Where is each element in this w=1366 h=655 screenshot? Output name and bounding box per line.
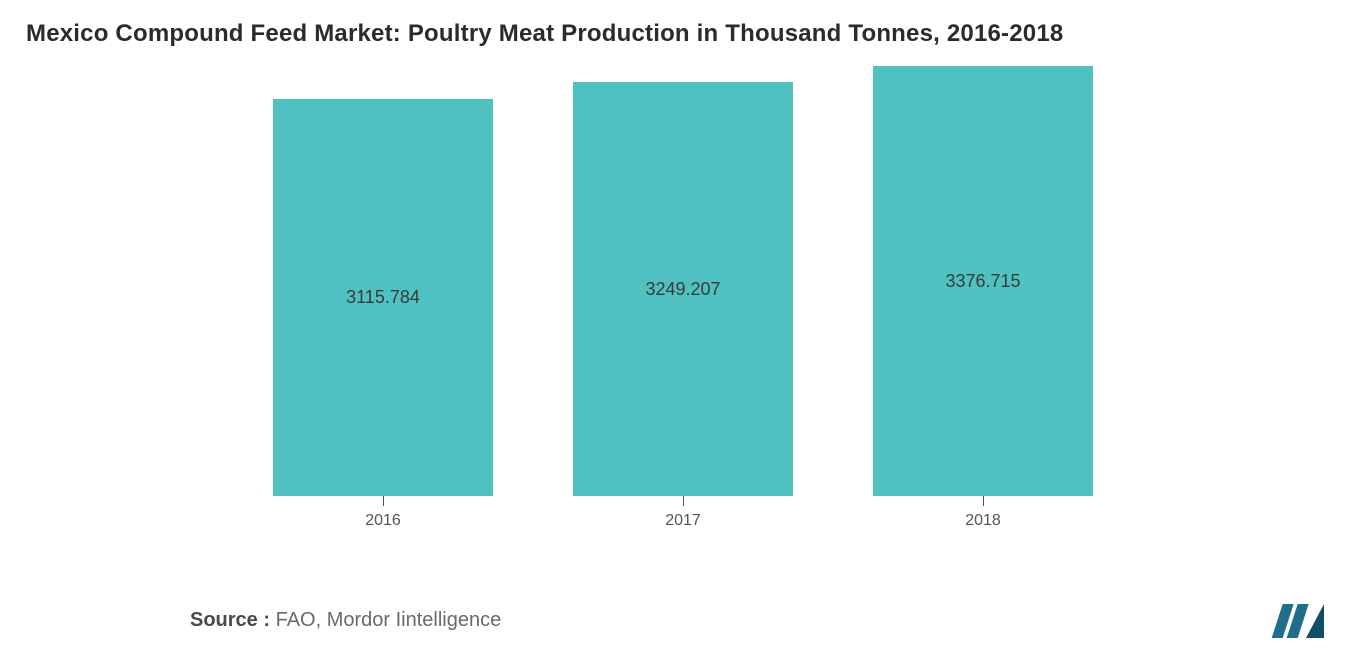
x-axis-label: 2018 <box>965 512 1001 530</box>
bar-value-label: 3249.207 <box>645 279 720 300</box>
bar-group: 3115.784 2016 3249.207 2017 3376.715 2018 <box>0 80 1366 530</box>
source-caption: Source : FAO, Mordor Iintelligence <box>190 609 501 632</box>
bar-value-label: 3376.715 <box>945 271 1020 292</box>
chart-title: Mexico Compound Feed Market: Poultry Mea… <box>26 20 1340 48</box>
bar: 3376.715 <box>873 66 1093 496</box>
chart-footer: Source : FAO, Mordor Iintelligence <box>0 585 1366 655</box>
bar-slot: 3376.715 2018 <box>873 66 1093 530</box>
x-tick <box>383 496 384 506</box>
chart-container: Mexico Compound Feed Market: Poultry Mea… <box>0 0 1366 655</box>
bar: 3249.207 <box>573 82 793 496</box>
bar-slot: 3115.784 2016 <box>273 99 493 530</box>
brand-logo-icon <box>1266 600 1326 640</box>
chart-plot-area: 3115.784 2016 3249.207 2017 3376.715 2018 <box>0 80 1366 530</box>
source-text: FAO, Mordor Iintelligence <box>276 609 502 631</box>
x-axis-label: 2017 <box>665 512 701 530</box>
x-axis-label: 2016 <box>365 512 401 530</box>
source-label: Source : <box>190 609 276 631</box>
bar: 3115.784 <box>273 99 493 496</box>
bar-slot: 3249.207 2017 <box>573 82 793 530</box>
x-tick <box>683 496 684 506</box>
x-tick <box>983 496 984 506</box>
bar-value-label: 3115.784 <box>346 287 420 308</box>
